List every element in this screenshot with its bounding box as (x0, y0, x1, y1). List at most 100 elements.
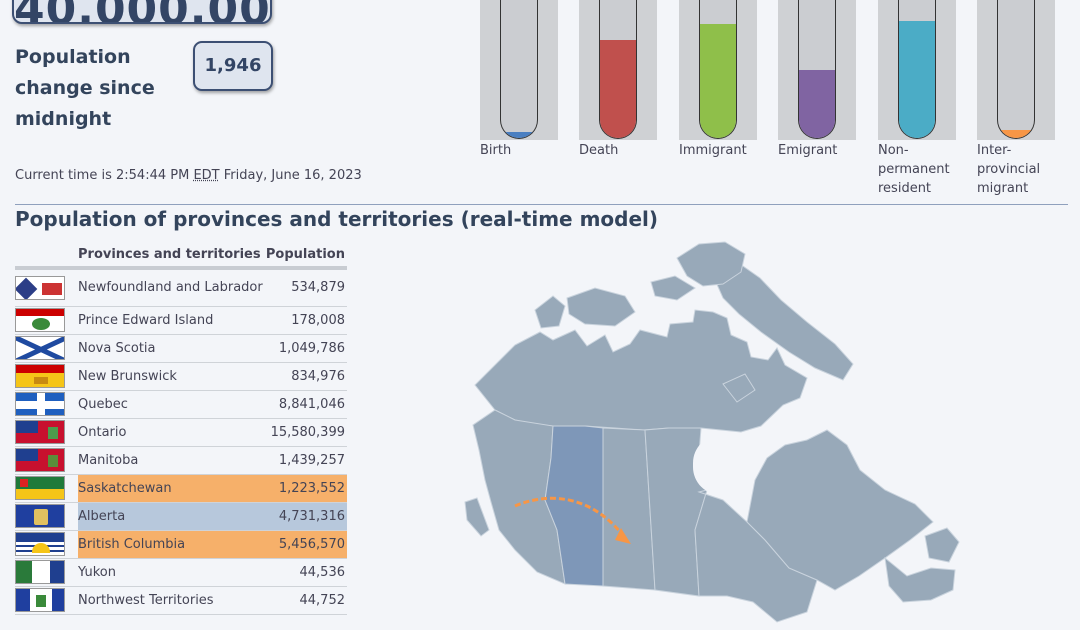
quebec-flag-icon (15, 392, 65, 416)
provinces-table-body: Newfoundland and Labrador 534,879 Prince E… (15, 268, 347, 615)
flag-cell (15, 390, 78, 419)
province-name: Prince Edward Island (78, 306, 265, 335)
population-column-header[interactable]: Population (264, 242, 347, 270)
map-region-quebec[interactable] (746, 429, 934, 591)
flag-cell (15, 530, 78, 559)
province-population: 534,879 (264, 268, 347, 307)
time-prefix: Current time is (15, 168, 112, 183)
death-fill (600, 40, 636, 138)
total-population-value: 40,000,000 (14, 0, 270, 22)
arctic-islands (464, 241, 960, 563)
map-island-vancouver[interactable] (464, 497, 490, 537)
ontario-flag-icon (15, 420, 65, 444)
flag-cell (15, 334, 78, 363)
map-island-baffin[interactable] (714, 263, 854, 381)
province-name: Nova Scotia (78, 334, 265, 363)
migration-arrow-head (615, 528, 631, 544)
nova-scotia-flag-icon (15, 336, 65, 360)
current-time-line: Current time is 2:54:44 PM EDT Friday, J… (15, 168, 362, 183)
province-name: Quebec (78, 390, 265, 419)
british-columbia-flag-icon (15, 532, 65, 556)
province-population: 5,456,570 (264, 530, 347, 559)
province-name: New Brunswick (78, 362, 265, 391)
immigrant-fill (700, 24, 736, 138)
non-permanent-resident-label: Non-permanent resident (878, 143, 950, 196)
province-name: Alberta (78, 502, 265, 531)
province-population: 1,439,257 (264, 446, 347, 475)
table-header-row: Provinces and territories Population (15, 242, 347, 270)
newfoundland-flag-icon (15, 275, 65, 300)
birth-label: Birth (480, 143, 512, 158)
map-region-atlantic[interactable] (884, 556, 956, 603)
nwt-flag-icon (15, 588, 65, 612)
province-population: 15,580,399 (264, 418, 347, 447)
table-row[interactable]: Northwest Territories 44,752 (15, 586, 347, 615)
flag-cell (15, 418, 78, 447)
province-name: Yukon (78, 558, 265, 587)
canada-mainland (472, 309, 956, 623)
flag-cell (15, 586, 78, 615)
table-row[interactable]: Nova Scotia 1,049,786 (15, 334, 347, 363)
map-island-victoria[interactable] (566, 287, 636, 327)
map-island-newfoundland[interactable] (924, 527, 960, 563)
province-population: 1,049,786 (264, 334, 347, 363)
map-island-southampton[interactable] (722, 373, 756, 403)
table-row[interactable]: Saskatchewan 1,223,552 (15, 474, 347, 503)
non-permanent-resident-fill (899, 21, 935, 138)
table-row[interactable]: Manitoba 1,439,257 (15, 446, 347, 475)
interprovincial-migrant-tube (997, 0, 1035, 139)
manitoba-flag-icon (15, 448, 65, 472)
saskatchewan-flag-icon (15, 476, 65, 500)
table-row[interactable]: Alberta 4,731,316 (15, 502, 347, 531)
time-zone[interactable]: EDT (193, 168, 220, 183)
table-row[interactable]: British Columbia 5,456,570 (15, 530, 347, 559)
province-column-header[interactable]: Provinces and territories (78, 242, 265, 270)
province-population: 44,536 (264, 558, 347, 587)
immigrant-tube (699, 0, 737, 139)
table-row[interactable]: New Brunswick 834,976 (15, 362, 347, 391)
province-name: Saskatchewan (78, 474, 265, 503)
province-population: 178,008 (264, 306, 347, 335)
interprovincial-migrant-label: Inter-provincial migrant (977, 143, 1041, 196)
flag-cell (15, 446, 78, 475)
death-label: Death (579, 143, 619, 158)
table-row[interactable]: Quebec 8,841,046 (15, 390, 347, 419)
flag-cell (15, 268, 78, 307)
map-island-devon[interactable] (650, 275, 696, 301)
map-region-north[interactable] (474, 309, 808, 433)
canada-map (464, 241, 960, 623)
date-value: Friday, June 16, 2023 (223, 168, 362, 183)
population-change-label: Population change since midnight (15, 46, 155, 130)
province-name: British Columbia (78, 530, 265, 559)
birth-tube (500, 0, 538, 139)
map-region-alberta[interactable] (544, 425, 604, 587)
table-row[interactable]: Prince Edward Island 178,008 (15, 306, 347, 335)
table-row[interactable]: Yukon 44,536 (15, 558, 347, 587)
province-population: 1,223,552 (264, 474, 347, 503)
emigrant-tube (798, 0, 836, 139)
pei-flag-icon (15, 308, 65, 332)
map-island-ellesmere[interactable] (676, 241, 746, 287)
flag-cell (15, 502, 78, 531)
emigrant-fill (799, 70, 835, 138)
section-title: Population of provinces and territories … (15, 207, 659, 231)
table-row[interactable]: Newfoundland and Labrador 534,879 (15, 268, 347, 307)
province-name: Newfoundland and Labrador (78, 268, 265, 307)
time-value: 2:54:44 PM (116, 168, 190, 183)
yukon-flag-icon (15, 560, 65, 584)
province-population: 834,976 (264, 362, 347, 391)
immigrant-label: Immigrant (679, 143, 747, 158)
birth-fill (501, 131, 537, 138)
province-name: Manitoba (78, 446, 265, 475)
flag-cell (15, 306, 78, 335)
province-population: 4,731,316 (264, 502, 347, 531)
province-name: Northwest Territories (78, 586, 265, 615)
death-tube (599, 0, 637, 139)
population-change-value: 1,946 (193, 41, 273, 91)
map-island-banks[interactable] (534, 295, 566, 329)
province-name: Ontario (78, 418, 265, 447)
table-row[interactable]: Ontario 15,580,399 (15, 418, 347, 447)
flag-cell (15, 474, 78, 503)
flag-column-header (15, 242, 78, 270)
province-population: 8,841,046 (264, 390, 347, 419)
